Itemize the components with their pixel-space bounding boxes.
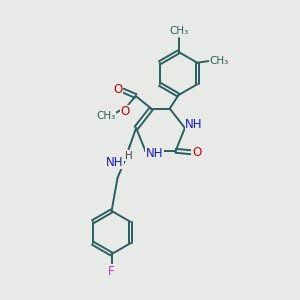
Text: NH: NH [106,156,123,169]
Text: F: F [108,265,115,278]
Text: CH₃: CH₃ [169,26,189,37]
Text: NH: NH [185,118,202,131]
Text: O: O [192,146,201,159]
Text: O: O [113,83,123,96]
Text: O: O [121,105,130,118]
Text: NH: NH [146,147,163,160]
Text: CH₃: CH₃ [97,111,116,122]
Text: H: H [125,151,133,160]
Text: CH₃: CH₃ [209,56,228,66]
